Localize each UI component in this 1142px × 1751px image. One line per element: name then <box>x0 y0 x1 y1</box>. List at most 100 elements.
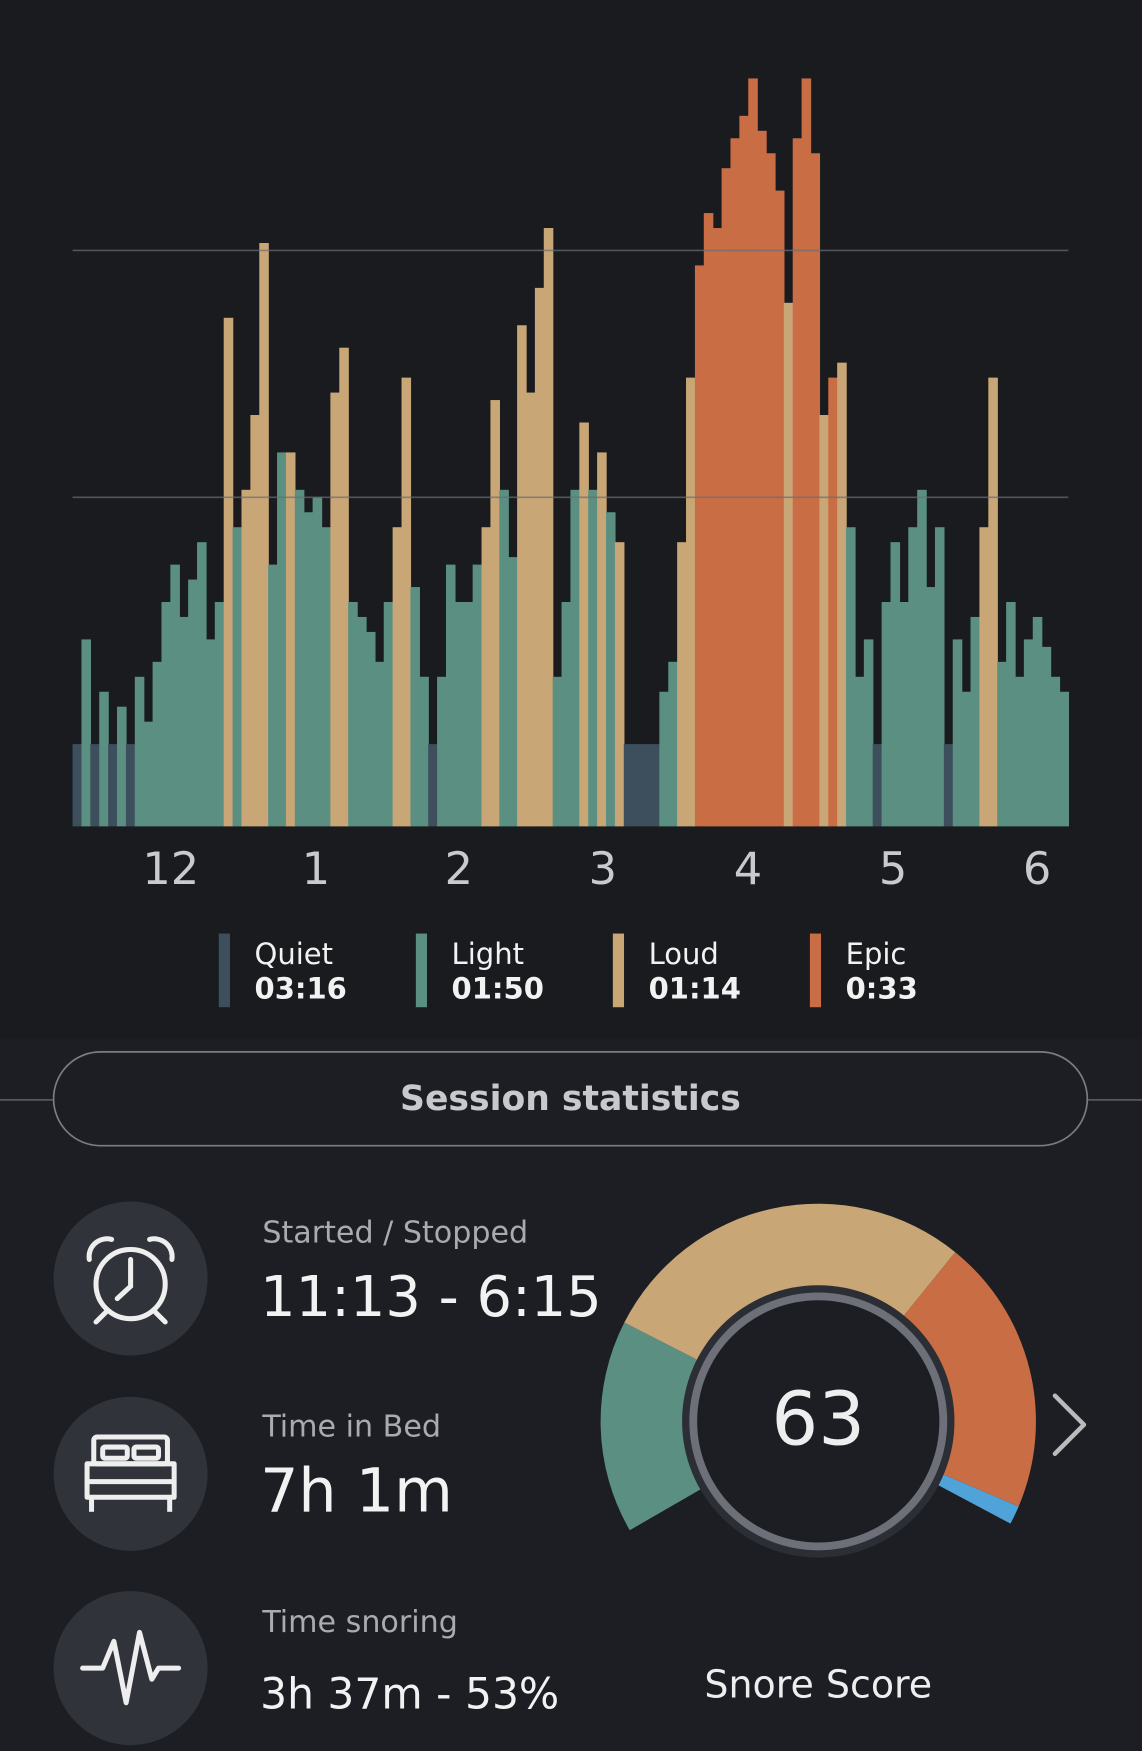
legend-duration: 01:14 <box>649 971 741 1005</box>
bar <box>401 377 412 827</box>
bar <box>730 138 741 827</box>
bar <box>463 602 474 827</box>
legend-duration: 0:33 <box>846 971 918 1005</box>
bar <box>739 115 749 827</box>
gauge-segment <box>901 1252 1036 1507</box>
bar <box>997 661 1007 827</box>
bar <box>170 564 180 827</box>
gauge-segment <box>624 1203 956 1362</box>
bar <box>392 527 403 827</box>
bar <box>570 489 581 827</box>
bar <box>677 542 687 827</box>
bar <box>694 265 705 827</box>
stat-label: Time in Bed <box>261 1410 441 1445</box>
bar <box>223 317 234 827</box>
bar <box>970 616 981 827</box>
bar <box>410 587 420 827</box>
bar <box>890 542 901 827</box>
icon-background <box>53 1396 208 1551</box>
gauge-center <box>689 1292 948 1551</box>
bar <box>623 744 634 827</box>
bar <box>490 400 500 827</box>
bar <box>330 392 340 827</box>
bar <box>294 489 305 827</box>
x-tick-label: 1 <box>302 843 330 895</box>
bar <box>552 676 563 827</box>
bar <box>810 153 821 827</box>
gauge-segment <box>600 1322 705 1531</box>
bar <box>801 78 812 827</box>
bar <box>899 602 909 827</box>
gauge-segment <box>934 1472 1019 1524</box>
bar <box>979 527 989 827</box>
bar <box>419 676 429 827</box>
bar <box>650 744 661 827</box>
bar <box>517 325 527 827</box>
bar <box>312 497 323 827</box>
bar <box>792 138 803 827</box>
bar <box>214 602 225 827</box>
bar <box>339 347 349 827</box>
bar <box>757 130 767 827</box>
stat-label: Time snoring <box>261 1605 458 1640</box>
bar <box>357 616 367 827</box>
bar <box>454 602 465 827</box>
bar <box>917 489 927 827</box>
legend-swatch <box>415 933 427 1008</box>
bar <box>205 639 216 827</box>
stats: Started / Stopped 11:13 - 6:15 Time in Bed… <box>260 1215 602 1719</box>
bar <box>365 631 376 827</box>
bar <box>837 362 847 827</box>
bar <box>703 213 714 827</box>
bar <box>374 661 385 827</box>
bar <box>321 527 332 827</box>
bar <box>686 377 696 827</box>
bar <box>134 676 145 827</box>
stat-value: 11:13 - 6:15 <box>260 1265 602 1330</box>
bar <box>766 153 776 827</box>
snore-gauge[interactable] <box>600 1203 1036 1531</box>
bar <box>943 744 954 827</box>
bar <box>952 639 963 827</box>
x-tick-label: 3 <box>589 843 617 895</box>
bar <box>863 639 874 827</box>
x-tick-label: 5 <box>879 843 907 895</box>
bar <box>934 527 945 827</box>
alarm-icon <box>86 1236 175 1325</box>
bar <box>72 744 83 827</box>
score-value: 63 <box>771 1378 865 1463</box>
bar <box>614 542 625 827</box>
bar <box>383 602 394 827</box>
bar <box>588 489 598 827</box>
pulse-icon <box>80 1629 182 1706</box>
stat-label: Started / Stopped <box>262 1215 528 1250</box>
bar <box>1014 676 1025 827</box>
bar <box>161 602 172 827</box>
x-tick-label: 2 <box>445 843 473 895</box>
legend-duration: 01:50 <box>452 971 544 1005</box>
bar <box>819 415 829 827</box>
bar <box>926 587 936 827</box>
bar <box>561 602 572 827</box>
bar <box>606 512 616 827</box>
chevron[interactable] <box>1052 1393 1087 1456</box>
stat-value: 3h 37m - 53% <box>260 1671 559 1720</box>
section-button[interactable] <box>52 1051 1089 1147</box>
bar <box>854 676 865 827</box>
bar <box>988 377 998 827</box>
bar <box>1032 616 1043 827</box>
legend-swatch <box>218 933 230 1008</box>
bar <box>232 527 243 827</box>
bar <box>846 527 856 827</box>
bar <box>1041 646 1052 827</box>
bar <box>481 527 492 827</box>
bar <box>90 744 100 827</box>
bar <box>1023 639 1034 827</box>
bar <box>659 691 669 827</box>
x-tick-label: 12 <box>142 843 199 895</box>
legend-swatch <box>809 933 822 1008</box>
bar <box>250 415 260 827</box>
